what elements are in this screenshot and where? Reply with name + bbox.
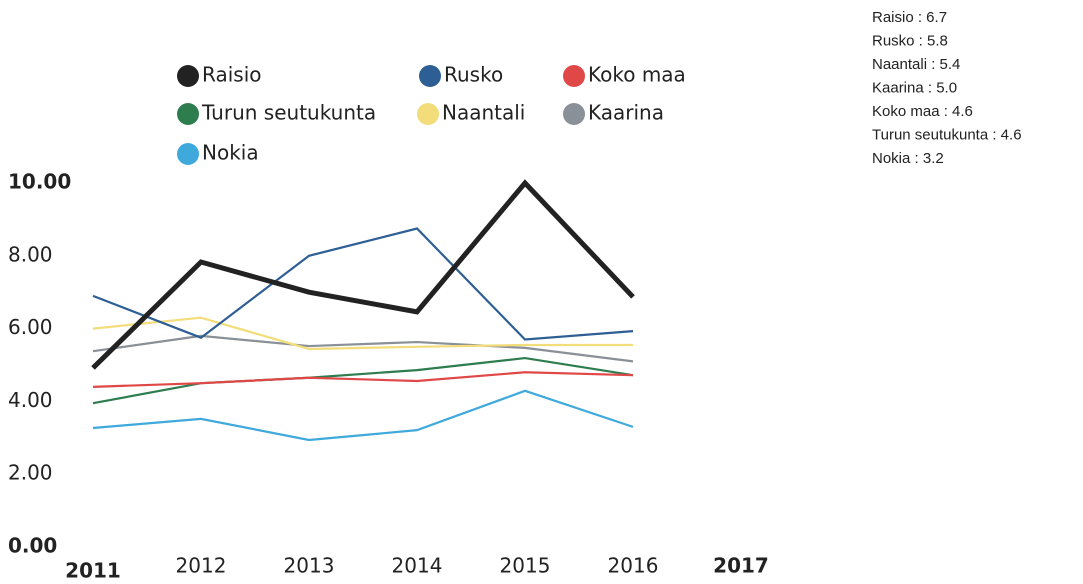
- legend-label: Kaarina: [588, 101, 664, 125]
- legend-label: Koko maa: [588, 63, 686, 87]
- series-line: [92, 316, 633, 351]
- side-list-item: Naantali : 5.4: [872, 56, 960, 73]
- series-line: [92, 356, 634, 405]
- x-tick-label: 2017: [713, 554, 769, 578]
- side-list-item: Kaarina : 5.0: [872, 79, 957, 96]
- legend-label: Raisio: [202, 63, 261, 87]
- y-tick-label: 8.00: [8, 242, 53, 266]
- x-tick-label: 2015: [500, 554, 551, 578]
- x-tick-label: 2014: [392, 554, 443, 578]
- legend-label: Naantali: [442, 101, 525, 125]
- x-tick-label: 2016: [608, 554, 659, 578]
- x-tick-label: 2012: [176, 554, 227, 578]
- y-tick-label: 6.00: [8, 315, 53, 339]
- legend-marker: [563, 65, 585, 87]
- legend-marker: [563, 103, 585, 125]
- legend-label: Rusko: [444, 63, 503, 87]
- series-line: [91, 179, 635, 370]
- side-list-item: Turun seutukunta : 4.6: [872, 126, 1022, 143]
- legend-marker: [417, 103, 439, 125]
- legend-marker: [177, 143, 199, 165]
- side-list-item: Koko maa : 4.6: [872, 103, 973, 120]
- legend-marker: [177, 103, 199, 125]
- x-tick-label: 2013: [284, 554, 335, 578]
- side-list-item: Rusko : 5.8: [872, 32, 948, 49]
- y-tick-label: 10.00: [8, 170, 71, 194]
- legend-label: Nokia: [202, 141, 259, 165]
- series-line: [92, 371, 634, 388]
- series-line: [92, 227, 634, 341]
- legend-marker: [419, 65, 441, 87]
- y-tick-label: 4.00: [8, 388, 53, 412]
- series-line: [92, 389, 634, 442]
- y-tick-label: 0.00: [8, 534, 57, 558]
- x-tick-label: 2011: [65, 559, 121, 583]
- legend-label: Turun seutukunta: [201, 101, 376, 125]
- legend-marker: [177, 65, 199, 87]
- y-tick-label: 2.00: [8, 461, 53, 485]
- series-line: [92, 334, 634, 363]
- side-list-item: Raisio : 6.7: [872, 9, 947, 26]
- side-list-item: Nokia : 3.2: [872, 150, 944, 167]
